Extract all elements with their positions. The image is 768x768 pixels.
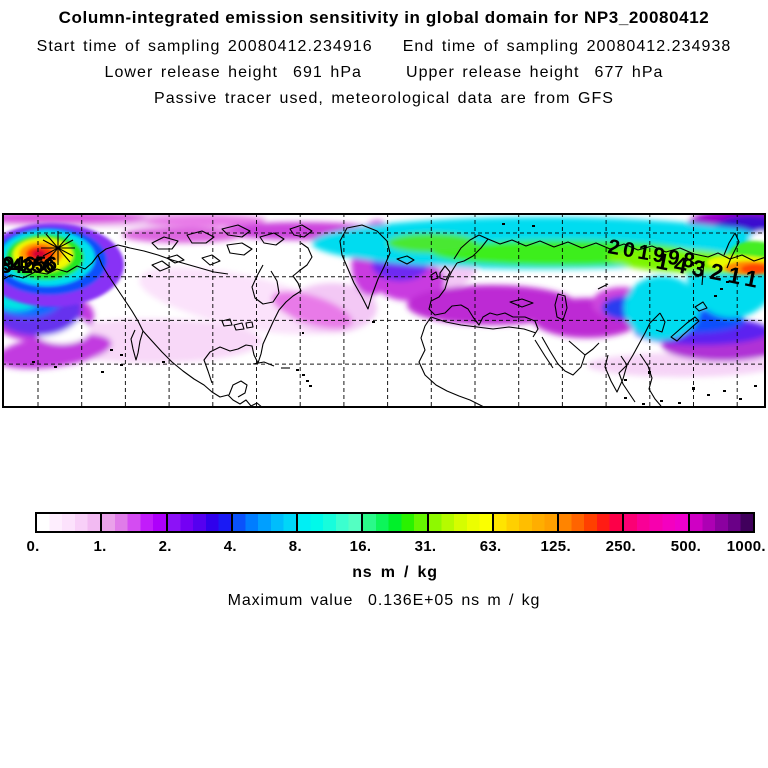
colorbar-tick-label: 0. — [26, 538, 40, 555]
colorbar-units-label: ns m / kg — [352, 564, 438, 581]
sensitivity-plume-layer — [2, 213, 766, 377]
colorbar-segment — [167, 514, 233, 531]
colorbar-tick-label: 4. — [223, 538, 237, 555]
release-time-label-a: 194656 — [2, 253, 56, 276]
colorbar-tick-label: 125. — [540, 538, 571, 555]
colorbar-tick-label: 250. — [605, 538, 637, 555]
colorbar-segment — [363, 514, 429, 531]
lower-release-text: Lower release height 691 hPa — [104, 64, 362, 81]
coastline-layer — [1, 224, 767, 409]
island-specks — [32, 223, 757, 405]
colorbar-segment — [559, 514, 625, 531]
colorbar-segment — [102, 514, 168, 531]
colorbar-tick-label: 63. — [479, 538, 502, 555]
page-title: Column-integrated emission sensitivity i… — [58, 8, 710, 27]
colorbar-segment — [493, 514, 560, 531]
release-time-label-b: 84256 — [2, 255, 54, 278]
colorbar-segment — [37, 514, 103, 531]
max-value-text: Maximum value 0.136E+05 ns m / kg — [227, 592, 541, 609]
colorbar-tick-label: 8. — [288, 538, 302, 555]
colorbar — [35, 512, 755, 533]
map-border — [2, 213, 766, 408]
release-height-line: Lower release height 691 hPa Upper releas… — [0, 60, 768, 86]
map-plot: 194656 84256 201998 143211 — [0, 213, 767, 409]
colorbar-segment — [298, 514, 364, 531]
colorbar-segment — [428, 514, 494, 531]
colorbar-tick-label: 31. — [414, 538, 437, 555]
colorbar-tick-label: 16. — [349, 538, 372, 555]
colorbar-segment — [689, 514, 753, 531]
colorbar-tick-label: 2. — [158, 538, 172, 555]
start-time-text: Start time of sampling 20080412.234916 — [36, 38, 373, 55]
colorbar-segment — [232, 514, 299, 531]
colorbar-tick-label: 1000. — [726, 538, 766, 555]
colorbar-segment — [624, 514, 690, 531]
release-location-marker — [41, 231, 75, 265]
colorbar-ticks: 0. 1. 2. 4. 8. 16. 31. 63. 125. 250. 500. 1000. — [26, 538, 765, 556]
plot-header: Column-integrated emission sensitivity i… — [0, 6, 768, 112]
tracer-info-text: Passive tracer used, meteorological data… — [153, 90, 615, 107]
upper-release-text: Upper release height 677 hPa — [406, 64, 664, 81]
colorbar-tick-label: 1. — [93, 538, 107, 555]
colorbar-tick-label: 500. — [670, 538, 702, 555]
sampling-time-line: Start time of sampling 20080412.234916 En… — [0, 34, 768, 60]
end-time-text: End time of sampling 20080412.234938 — [402, 38, 732, 55]
latlon-grid — [2, 213, 766, 408]
